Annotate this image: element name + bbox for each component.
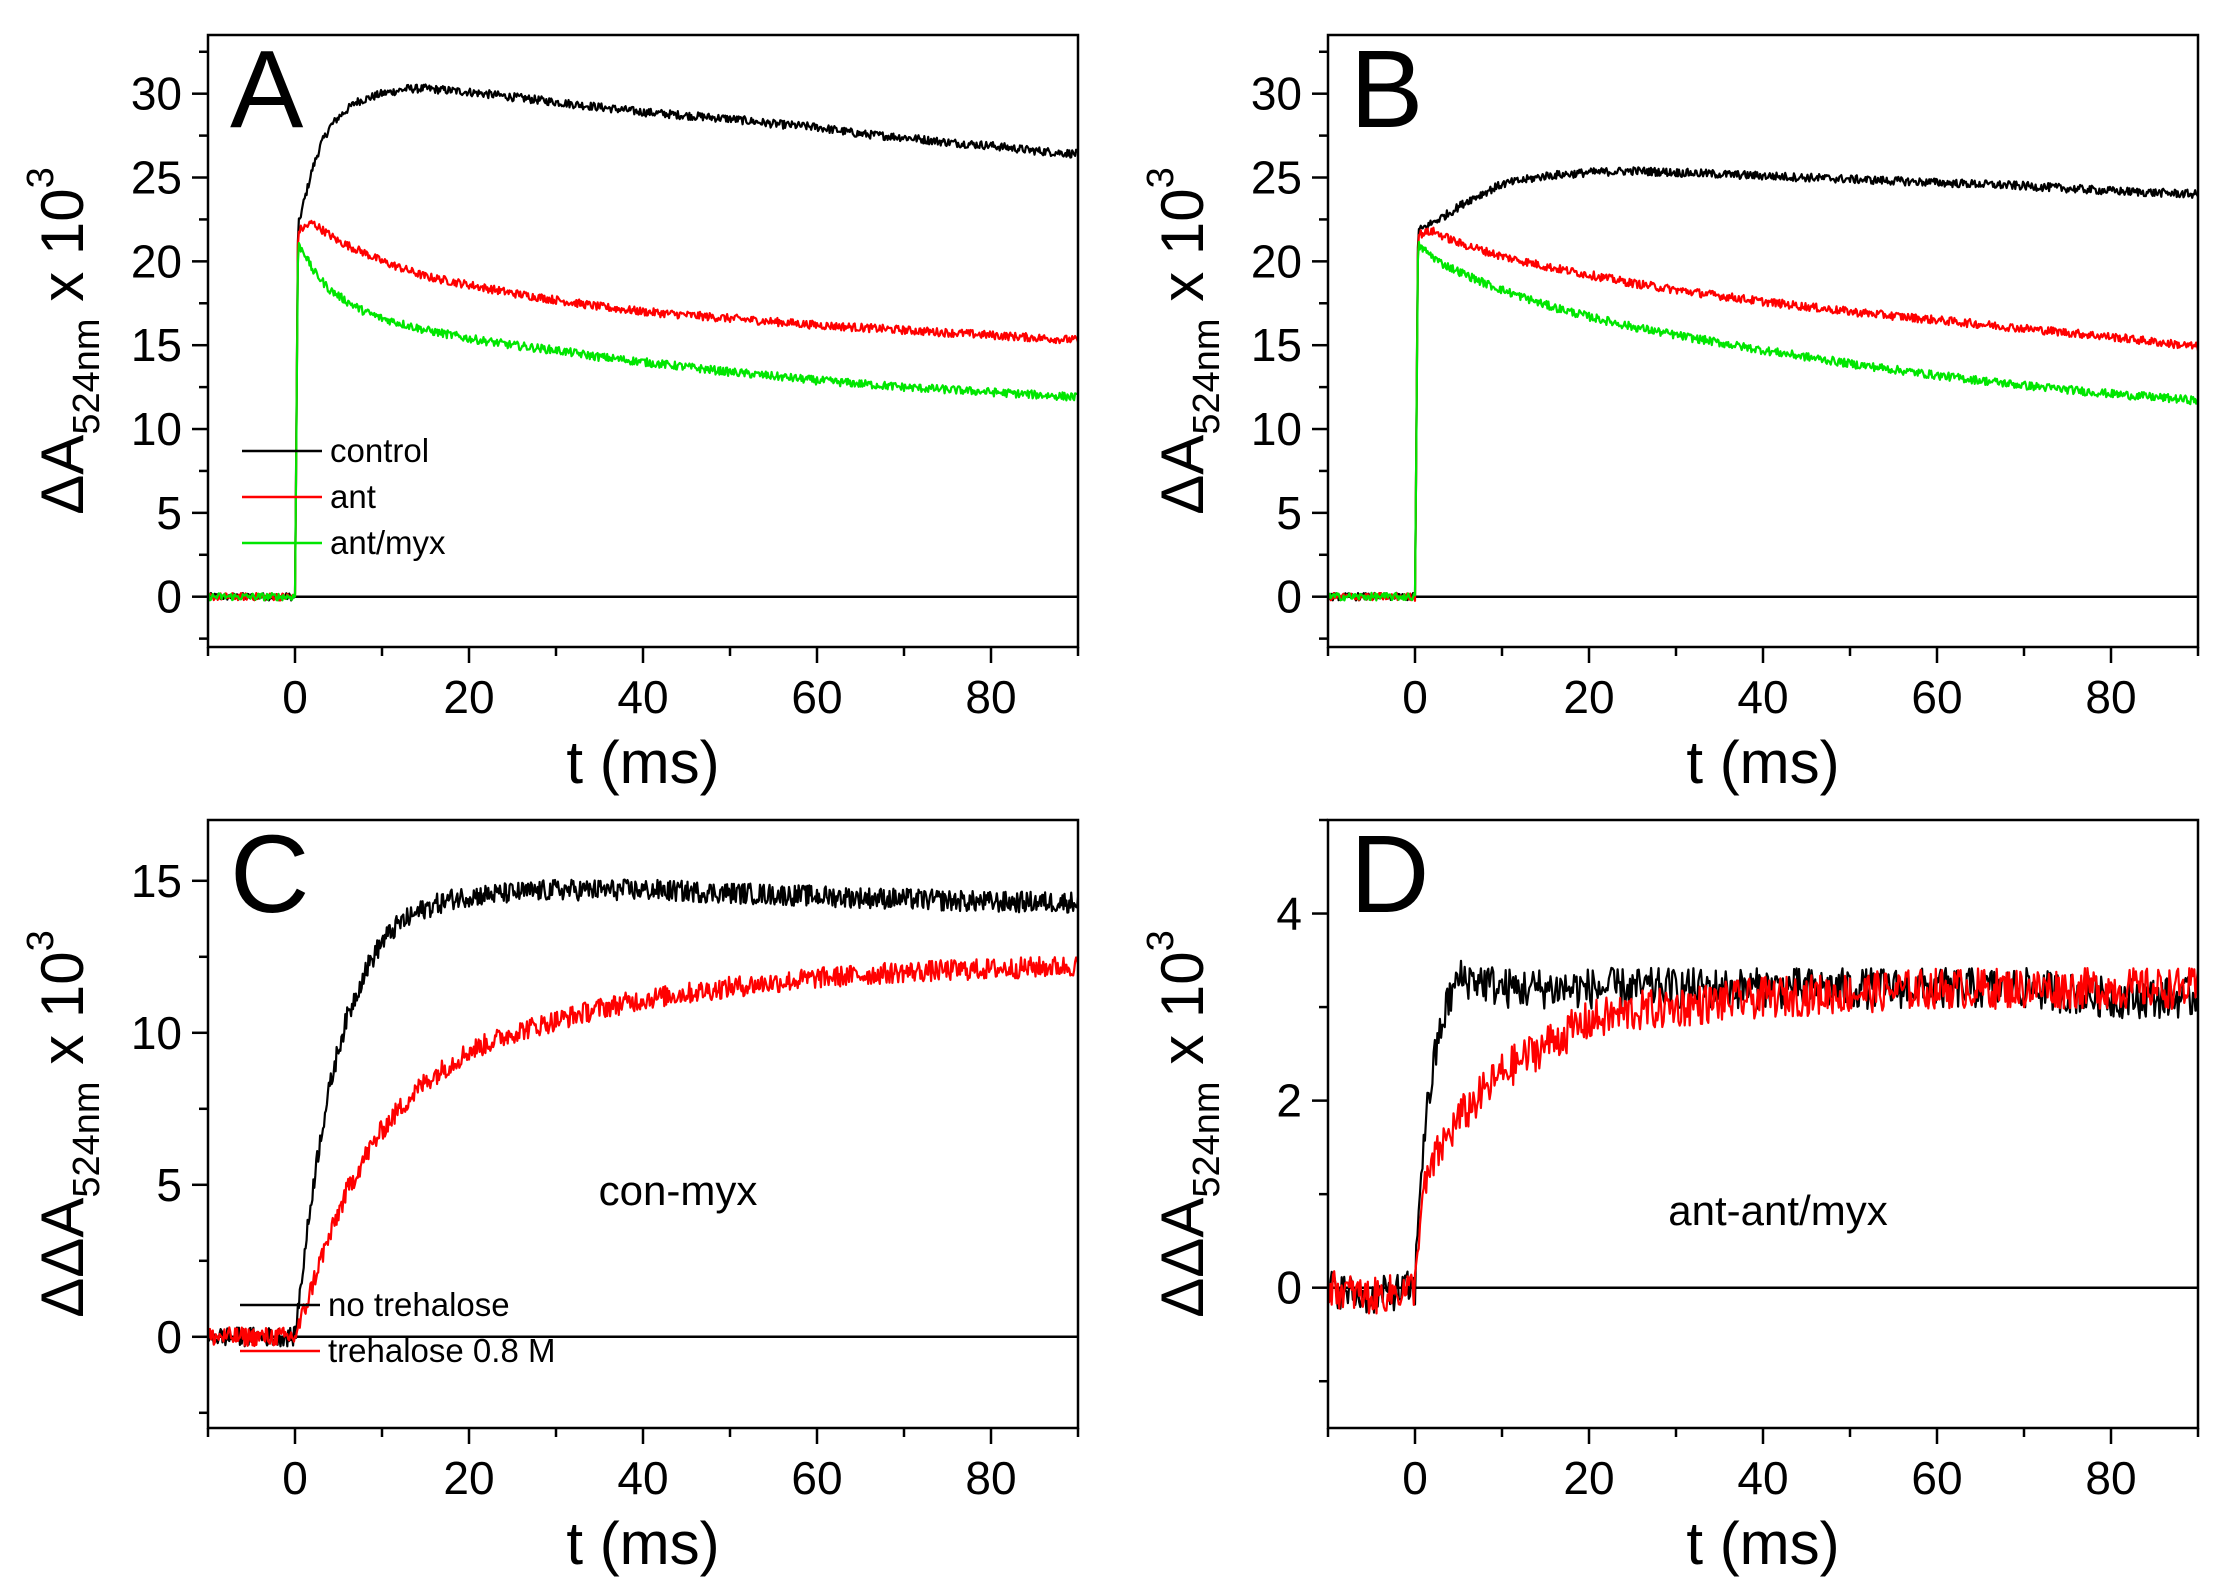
x-tick-label: 40	[1737, 1452, 1788, 1504]
y-tick-label: 10	[131, 403, 182, 455]
y-tick-label: 10	[131, 1007, 182, 1059]
panel-label: C	[230, 813, 309, 936]
x-tick-label: 0	[1402, 671, 1428, 723]
y-axis-title: ΔΔA524nm x 103	[20, 930, 108, 1318]
y-tick-label: 0	[1276, 571, 1302, 623]
x-axis-title: t (ms)	[1686, 729, 1839, 796]
y-tick-label: 5	[156, 1159, 182, 1211]
series-control	[208, 83, 1078, 602]
x-tick-label: 60	[791, 671, 842, 723]
y-tick-label: 15	[131, 855, 182, 907]
series-no-trehalose	[208, 878, 1078, 1348]
y-axis-title: ΔA524nm x 103	[1140, 167, 1228, 515]
x-axis-title: t (ms)	[566, 729, 719, 796]
x-axis-title: t (ms)	[566, 1510, 719, 1577]
y-tick-label: 20	[1251, 235, 1302, 287]
series-ant	[208, 219, 1078, 602]
annotation: con-myx	[599, 1167, 758, 1214]
series-trehalose-0-8-m	[208, 955, 1078, 1348]
y-tick-label: 0	[156, 571, 182, 623]
x-tick-label: 0	[1402, 1452, 1428, 1504]
legend-label: control	[330, 432, 429, 469]
y-axis-title: ΔA524nm x 103	[20, 167, 108, 515]
y-tick-label: 15	[1251, 319, 1302, 371]
x-tick-label: 40	[1737, 671, 1788, 723]
x-tick-label: 80	[2085, 1452, 2136, 1504]
y-tick-label: 0	[1276, 1262, 1302, 1314]
y-tick-label: 30	[131, 68, 182, 120]
series-ant	[1328, 226, 2198, 602]
legend: no trehalose trehalose 0.8 M	[240, 1286, 555, 1369]
series-ant-myx	[208, 242, 1078, 602]
y-tick-label: 20	[131, 235, 182, 287]
panel-c: 0 20 40 60 80 0 5 10 15 t (ms) ΔΔA524nm x 103 Ccon-…	[20, 813, 1080, 1577]
series-trehalose-0-8-m	[1328, 966, 2198, 1315]
legend-label: ant/myx	[330, 524, 446, 561]
annotation: ant-ant/myx	[1668, 1187, 1887, 1234]
y-tick-label: 25	[1251, 152, 1302, 204]
y-tick-label: 5	[1276, 487, 1302, 539]
x-tick-label: 0	[282, 1452, 308, 1504]
x-tick-label: 80	[2085, 671, 2136, 723]
x-tick-label: 20	[1563, 1452, 1614, 1504]
y-tick-label: 2	[1276, 1075, 1302, 1127]
x-tick-label: 80	[965, 1452, 1016, 1504]
x-tick-label: 40	[617, 1452, 668, 1504]
panel-d: 0 20 40 60 80 0 2 4 t (ms) ΔΔA524nm x 103 Dant-ant…	[1140, 813, 2200, 1577]
legend: control ant ant/myx	[242, 432, 446, 561]
x-tick-label: 60	[791, 1452, 842, 1504]
panel-b: 0 20 40 60 80 0 5 10 15 20 25 30 t (ms) ΔA524nm x 103…	[1140, 28, 2200, 796]
series-ant-myx	[1328, 240, 2198, 602]
legend-label: ant	[330, 478, 376, 515]
series-control	[1328, 166, 2198, 602]
panel-label: B	[1350, 28, 1423, 151]
x-tick-label: 60	[1911, 671, 1962, 723]
y-tick-label: 30	[1251, 68, 1302, 120]
y-tick-label: 5	[156, 487, 182, 539]
panel-a: 0 20 40 60 80 0 5 10 15 20 25 30 t (ms) ΔA524nm x 103…	[20, 28, 1080, 796]
y-axis-title: ΔΔA524nm x 103	[1140, 930, 1228, 1318]
x-tick-label: 0	[282, 671, 308, 723]
x-tick-label: 20	[1563, 671, 1614, 723]
x-tick-label: 60	[1911, 1452, 1962, 1504]
x-tick-label: 80	[965, 671, 1016, 723]
y-tick-label: 25	[131, 152, 182, 204]
x-axis-title: t (ms)	[1686, 1510, 1839, 1577]
legend-label: no trehalose	[328, 1286, 510, 1323]
panel-label: D	[1350, 813, 1429, 936]
x-tick-label: 40	[617, 671, 668, 723]
panel-label: A	[230, 28, 304, 151]
y-tick-label: 4	[1276, 888, 1302, 940]
x-tick-label: 20	[443, 1452, 494, 1504]
y-tick-label: 0	[156, 1311, 182, 1363]
legend-label: trehalose 0.8 M	[328, 1332, 555, 1369]
x-tick-label: 20	[443, 671, 494, 723]
y-tick-label: 10	[1251, 403, 1302, 455]
y-tick-label: 15	[131, 319, 182, 371]
